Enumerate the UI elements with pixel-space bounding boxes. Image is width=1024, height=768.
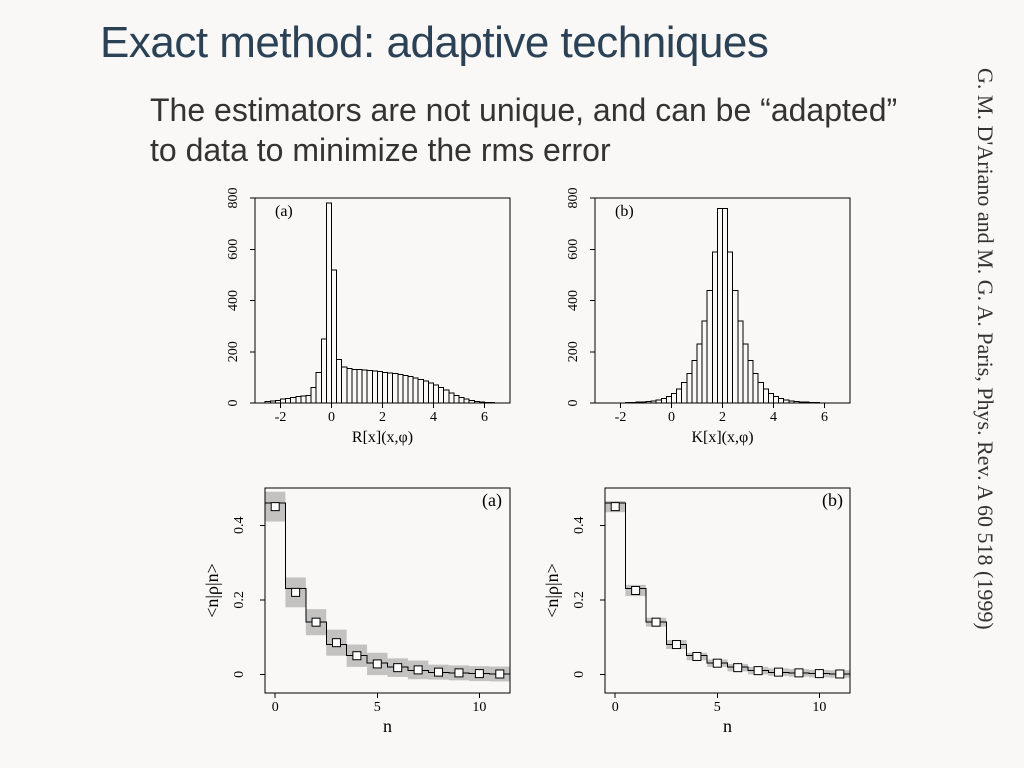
svg-text:0: 0 <box>328 410 335 425</box>
svg-text:400: 400 <box>566 290 581 311</box>
svg-text:n: n <box>723 716 732 736</box>
svg-text:0.4: 0.4 <box>572 517 587 535</box>
figure-area: 0200400600800-20246R[x](x,φ)(a) 02004006… <box>200 188 880 748</box>
panel-bot-b: 0 0.2 0.4 0 5 10 <n|ρ|n> n (b) <box>540 478 860 738</box>
svg-text:0.2: 0.2 <box>572 591 587 609</box>
citation-text: G. M. D'Ariano and M. G. A. Paris, Phys.… <box>972 68 998 758</box>
svg-text:6: 6 <box>821 410 828 425</box>
svg-text:0: 0 <box>272 700 279 715</box>
svg-text:0.4: 0.4 <box>232 517 247 535</box>
panel-top-a: 0 200 400 600 800 -2 0 2 4 6 R[x](x,φ) (a) <box>200 188 520 448</box>
svg-text:0: 0 <box>566 400 581 407</box>
svg-text:600: 600 <box>566 239 581 260</box>
svg-text:0: 0 <box>226 400 241 407</box>
svg-text:5: 5 <box>714 700 721 715</box>
svg-text:5: 5 <box>374 700 381 715</box>
svg-text:4: 4 <box>770 410 777 425</box>
svg-text:200: 200 <box>566 341 581 362</box>
svg-text:600: 600 <box>226 239 241 260</box>
svg-text:<n|ρ|n>: <n|ρ|n> <box>542 563 562 618</box>
svg-text:10: 10 <box>812 700 826 715</box>
slide-subtitle: The estimators are not unique, and can b… <box>150 90 910 170</box>
svg-text:n: n <box>383 716 392 736</box>
svg-text:(a): (a) <box>482 490 502 511</box>
panel-bot-a: 0 0.2 0.4 0 5 10 <n|ρ|n> n (a) <box>200 478 520 738</box>
svg-text:10: 10 <box>472 700 486 715</box>
svg-text:<n|ρ|n>: <n|ρ|n> <box>202 563 222 618</box>
svg-text:(a): (a) <box>275 203 293 220</box>
svg-text:400: 400 <box>226 290 241 311</box>
svg-text:200: 200 <box>226 341 241 362</box>
svg-text:4: 4 <box>430 410 437 425</box>
svg-text:2: 2 <box>719 410 726 425</box>
svg-text:800: 800 <box>226 188 241 209</box>
svg-text:-2: -2 <box>615 410 627 425</box>
svg-text:0: 0 <box>232 671 247 678</box>
svg-text:0: 0 <box>612 700 619 715</box>
svg-text:2: 2 <box>379 410 386 425</box>
svg-text:(b): (b) <box>822 490 843 511</box>
svg-text:800: 800 <box>566 188 581 209</box>
svg-text:R[x](x,φ): R[x](x,φ) <box>352 429 413 446</box>
svg-text:6: 6 <box>481 410 488 425</box>
svg-text:0: 0 <box>668 410 675 425</box>
svg-text:K[x](x,φ): K[x](x,φ) <box>691 429 753 446</box>
panel-top-b: 0 200 400 600 800 -2 0 2 4 6 K[x](x,φ) (b) <box>540 188 860 448</box>
svg-text:0: 0 <box>572 671 587 678</box>
svg-text:-2: -2 <box>275 410 287 425</box>
svg-text:0.2: 0.2 <box>232 591 247 609</box>
svg-text:(b): (b) <box>615 203 634 220</box>
slide-title: Exact method: adaptive techniques <box>100 18 768 68</box>
